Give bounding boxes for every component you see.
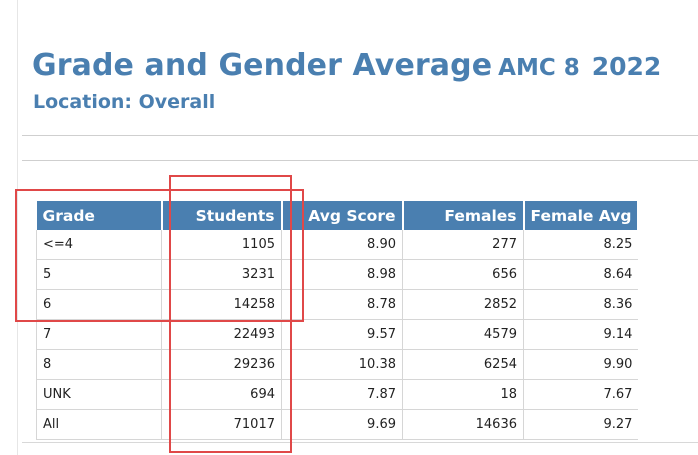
cell-avg-score: 7.87	[281, 379, 403, 410]
cell-students: 14258	[161, 289, 282, 320]
cell-females: 2852	[402, 289, 524, 320]
cell-female-avg: 8.64	[523, 259, 639, 290]
table-row: <=4 1105 8.90 277 8.25	[36, 230, 639, 260]
table-row: 5 3231 8.98 656 8.64	[36, 259, 639, 290]
cell-avg-score: 8.90	[281, 230, 403, 260]
column-header-females[interactable]: Females	[402, 201, 525, 230]
divider-bottom	[22, 442, 698, 443]
cell-females: 277	[402, 230, 524, 260]
cell-female-avg: 7.67	[523, 379, 639, 410]
cell-grade: UNK	[36, 379, 162, 410]
cell-females: 14636	[402, 409, 524, 440]
cell-avg-score: 9.69	[281, 409, 403, 440]
cell-grade: 6	[36, 289, 162, 320]
contest-year: 2022	[591, 52, 662, 81]
column-header-students[interactable]: Students	[161, 201, 283, 230]
cell-students: 29236	[161, 349, 282, 380]
column-header-grade[interactable]: Grade	[36, 201, 163, 230]
cell-female-avg: 9.90	[523, 349, 639, 380]
table-row: UNK 694 7.87 18 7.67	[36, 379, 639, 410]
report-title-text: Grade and Gender Average	[32, 48, 493, 83]
cell-females: 18	[402, 379, 524, 410]
column-header-avg-score[interactable]: Avg Score	[281, 201, 404, 230]
grade-gender-table: Grade Students Avg Score Females Female …	[36, 201, 640, 440]
table-row: 7 22493 9.57 4579 9.14	[36, 319, 639, 350]
cell-female-avg: 8.36	[523, 289, 639, 320]
table-header-row: Grade Students Avg Score Females Female …	[36, 201, 640, 230]
cell-female-avg: 9.27	[523, 409, 639, 440]
cell-grade: 8	[36, 349, 162, 380]
cell-students: 22493	[161, 319, 282, 350]
table-row: 6 14258 8.78 2852 8.36	[36, 289, 639, 320]
cell-avg-score: 8.78	[281, 289, 403, 320]
cell-avg-score: 8.98	[281, 259, 403, 290]
cell-avg-score: 9.57	[281, 319, 403, 350]
cell-females: 6254	[402, 349, 524, 380]
cell-female-avg: 9.14	[523, 319, 639, 350]
cell-students: 694	[161, 379, 282, 410]
report-title: Grade and Gender Average AMC 8 2022	[32, 48, 661, 83]
contest-name: AMC 8	[498, 55, 580, 81]
table-row: All 71017 9.69 14636 9.27	[36, 409, 639, 440]
cell-grade: <=4	[36, 230, 162, 260]
cell-grade: All	[36, 409, 162, 440]
table-row: 8 29236 10.38 6254 9.90	[36, 349, 639, 380]
divider-top	[22, 135, 698, 136]
cell-females: 4579	[402, 319, 524, 350]
cell-students: 1105	[161, 230, 282, 260]
cell-grade: 7	[36, 319, 162, 350]
location-label: Location: Overall	[33, 91, 216, 113]
cell-grade: 5	[36, 259, 162, 290]
divider-second	[22, 160, 698, 161]
page-left-border	[17, 0, 18, 455]
cell-students: 71017	[161, 409, 282, 440]
cell-female-avg: 8.25	[523, 230, 639, 260]
cell-avg-score: 10.38	[281, 349, 403, 380]
column-header-female-avg[interactable]: Female Avg	[523, 201, 640, 230]
cell-females: 656	[402, 259, 524, 290]
cell-students: 3231	[161, 259, 282, 290]
